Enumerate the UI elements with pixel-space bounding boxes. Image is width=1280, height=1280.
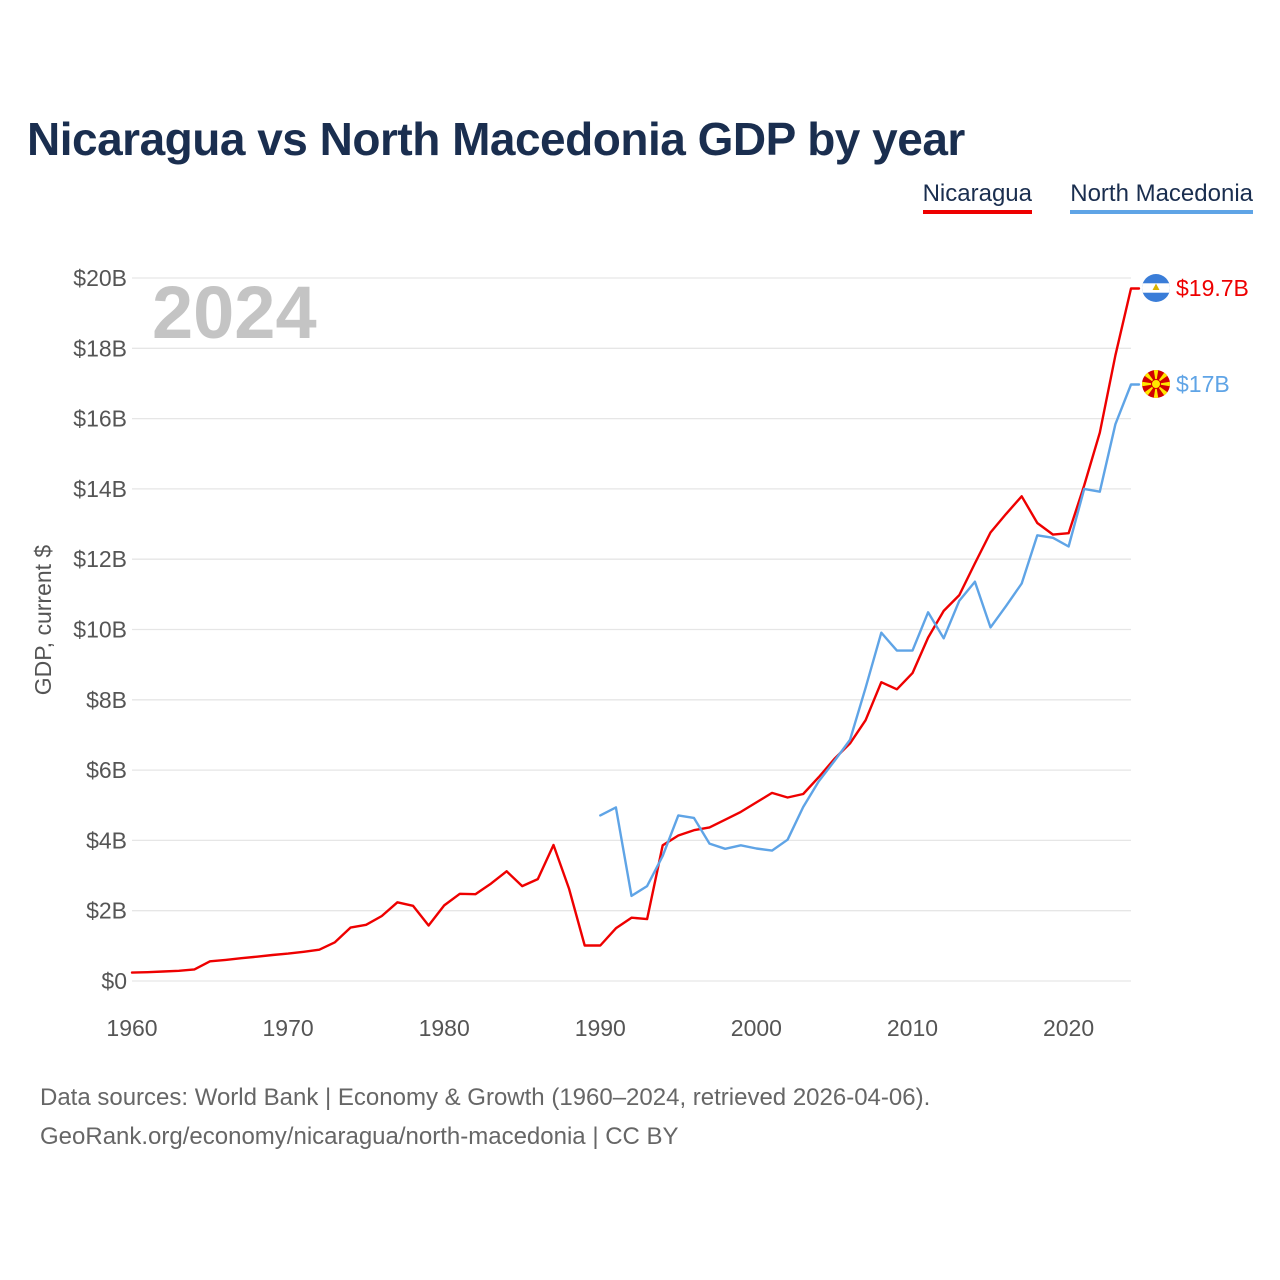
x-tick-label: 2000 <box>731 1015 782 1041</box>
y-tick-label: $0 <box>101 968 127 994</box>
x-tick-label: 2010 <box>887 1015 938 1041</box>
x-tick-label: 1980 <box>419 1015 470 1041</box>
source-link[interactable]: GeoRank.org/economy/nicaragua/north-mace… <box>40 1123 679 1150</box>
y-tick-label: $14B <box>73 476 127 502</box>
y-tick-label: $20B <box>73 265 127 291</box>
y-tick-label: $16B <box>73 406 127 432</box>
grid-lines <box>132 277 1131 982</box>
north-macedonia-flag-icon <box>1142 370 1170 398</box>
x-axis-ticks: 1960 1970 1980 1990 2000 2010 2020 <box>106 1015 1094 1041</box>
data-source-note: Data sources: World Bank | Economy & Gro… <box>40 1084 931 1111</box>
series-line-north-macedonia <box>599 383 1141 898</box>
x-tick-label: 2020 <box>1043 1015 1094 1041</box>
x-tick-label: 1990 <box>575 1015 626 1041</box>
end-label-north-macedonia: $17B <box>1176 371 1230 397</box>
y-axis-ticks: $0 $2B $4B $6B $8B $10B $12B $14B $16B $18B $20B <box>73 265 127 994</box>
y-tick-label: $10B <box>73 617 127 643</box>
x-tick-label: 1960 <box>106 1015 157 1041</box>
series-lines <box>130 287 1141 974</box>
legend-item-nicaragua[interactable]: Nicaragua <box>922 180 1032 214</box>
y-tick-label: $8B <box>86 687 127 713</box>
legend-item-north-macedonia[interactable]: North Macedonia <box>1070 180 1253 214</box>
x-tick-label: 1970 <box>263 1015 314 1041</box>
y-tick-label: $4B <box>86 827 127 853</box>
y-tick-label: $6B <box>86 757 127 783</box>
nicaragua-flag-icon <box>1142 274 1170 302</box>
y-tick-label: $2B <box>86 898 127 924</box>
y-tick-label: $18B <box>73 335 127 361</box>
y-tick-label: $12B <box>73 546 127 572</box>
y-axis-label: GDP, current $ <box>30 545 56 696</box>
series-line-nicaragua <box>130 287 1141 974</box>
year-watermark: 2024 <box>152 271 317 354</box>
end-label-nicaragua: $19.7B <box>1176 275 1249 301</box>
chart-title: Nicaragua vs North Macedonia GDP by year <box>27 113 965 165</box>
